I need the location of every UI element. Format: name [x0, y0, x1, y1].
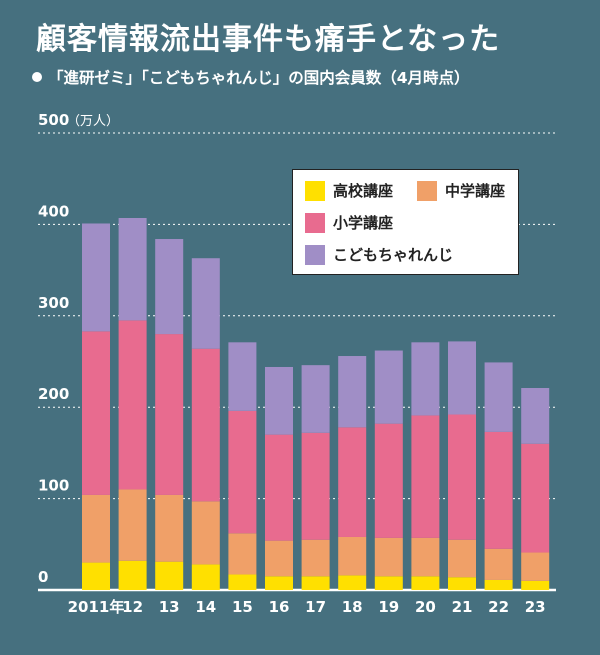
bar-segment-3 [301, 432, 330, 540]
x-tick-label: 13 [159, 598, 180, 616]
y-tick-label: 0 [38, 568, 48, 586]
bar-segment-1 [484, 579, 513, 590]
y-tick-label: 400 [38, 202, 69, 220]
bar-segment-1 [301, 576, 330, 590]
y-axis: 0 100 200 300 400 500（万人） [38, 111, 119, 586]
legend-item-shogaku: 小学講座 [305, 212, 393, 233]
x-tick-label: 2011年 [68, 598, 125, 616]
legend-label-kodomo: こどもちゃれんじ [333, 246, 454, 264]
bar-segment-1 [448, 577, 476, 590]
chart-subtitle: 「進研ゼミ」「こどもちゃれんじ」の国内会員数（4月時点） [32, 66, 470, 88]
bar-segment-3 [338, 427, 367, 537]
y-tick-label: 100 [38, 477, 69, 495]
bar-segment-2 [521, 552, 550, 581]
bar-segment-1 [155, 561, 184, 590]
bar-segment-2 [484, 548, 513, 580]
bar-segment-4 [265, 366, 293, 435]
bar-segment-1 [191, 564, 220, 590]
x-tick-label: 19 [378, 598, 399, 616]
y-tick-label: 300 [38, 294, 69, 312]
x-tick-label: 22 [488, 598, 509, 616]
bullet-icon [32, 72, 42, 82]
x-tick-label: 14 [195, 598, 216, 616]
x-tick-label: 21 [452, 598, 473, 616]
bars [82, 218, 550, 590]
bar-segment-3 [155, 334, 184, 495]
bar-segment-2 [301, 539, 330, 577]
bar-segment-2 [155, 494, 184, 562]
bar-segment-2 [82, 494, 110, 563]
bar-segment-2 [374, 537, 403, 577]
chart-title: 顧客情報流出事件も痛手となった [36, 22, 501, 57]
bar-segment-2 [118, 489, 147, 561]
legend-item-kodomo: こどもちゃれんじ [305, 244, 453, 265]
bar-segment-4 [155, 239, 184, 335]
legend-swatch-koko [305, 180, 325, 201]
bar-segment-2 [228, 533, 257, 575]
bar-segment-4 [521, 388, 550, 444]
bar-segment-4 [228, 342, 257, 411]
bar-segment-1 [521, 580, 550, 590]
legend-swatch-shogaku [305, 212, 325, 233]
bar-segment-2 [448, 539, 476, 578]
legend: 高校講座 中学講座 小学講座 こどもちゃれんじ [292, 169, 519, 275]
bar-segment-2 [265, 540, 293, 577]
x-tick-label: 23 [525, 598, 546, 616]
legend-item-koko: 高校講座 [305, 180, 393, 201]
bar-segment-1 [374, 576, 403, 590]
bar-segment-1 [82, 562, 110, 590]
bar-segment-1 [265, 576, 293, 590]
bar-segment-4 [82, 223, 110, 332]
bar-segment-3 [448, 414, 476, 540]
y-unit-label: （万人） [67, 114, 119, 129]
legend-label-shogaku: 小学講座 [333, 214, 394, 232]
bar-segment-1 [338, 575, 367, 590]
bar-segment-3 [411, 415, 440, 538]
bar-segment-4 [118, 218, 147, 321]
chart-subtitle-text: 「進研ゼミ」「こどもちゃれんじ」の国内会員数（4月時点） [48, 69, 470, 87]
legend-item-chugaku: 中学講座 [417, 180, 505, 201]
legend-swatch-kodomo [305, 244, 325, 265]
bar-segment-3 [228, 410, 257, 534]
bar-segment-2 [191, 501, 220, 565]
legend-label-koko: 高校講座 [333, 182, 394, 200]
legend-label-chugaku: 中学講座 [445, 182, 506, 200]
x-tick-label: 20 [415, 598, 436, 616]
bar-segment-3 [118, 320, 147, 490]
bar-segment-3 [521, 443, 550, 553]
y-tick-label: 500 [38, 111, 69, 129]
bar-segment-4 [191, 258, 220, 349]
bar-segment-2 [338, 536, 367, 576]
bar-segment-3 [191, 348, 220, 502]
bar-segment-3 [484, 431, 513, 549]
x-tick-label: 12 [122, 598, 143, 616]
bar-segment-4 [338, 356, 367, 428]
bar-segment-4 [301, 365, 330, 433]
bar-segment-1 [228, 574, 257, 590]
bar-segment-2 [411, 537, 440, 577]
x-tick-label: 17 [305, 598, 326, 616]
bar-segment-1 [118, 560, 147, 590]
bar-segment-4 [484, 362, 513, 432]
bar-segment-4 [411, 342, 440, 416]
bar-segment-3 [265, 434, 293, 541]
bar-segment-3 [82, 331, 110, 495]
y-tick-label: 200 [38, 385, 69, 403]
bar-segment-4 [374, 350, 403, 424]
bar-segment-3 [374, 423, 403, 538]
legend-swatch-chugaku [417, 180, 437, 201]
x-tick-label: 16 [269, 598, 290, 616]
bar-segment-4 [448, 341, 476, 415]
x-tick-label: 15 [232, 598, 253, 616]
bar-segment-1 [411, 576, 440, 590]
x-tick-label: 18 [342, 598, 363, 616]
